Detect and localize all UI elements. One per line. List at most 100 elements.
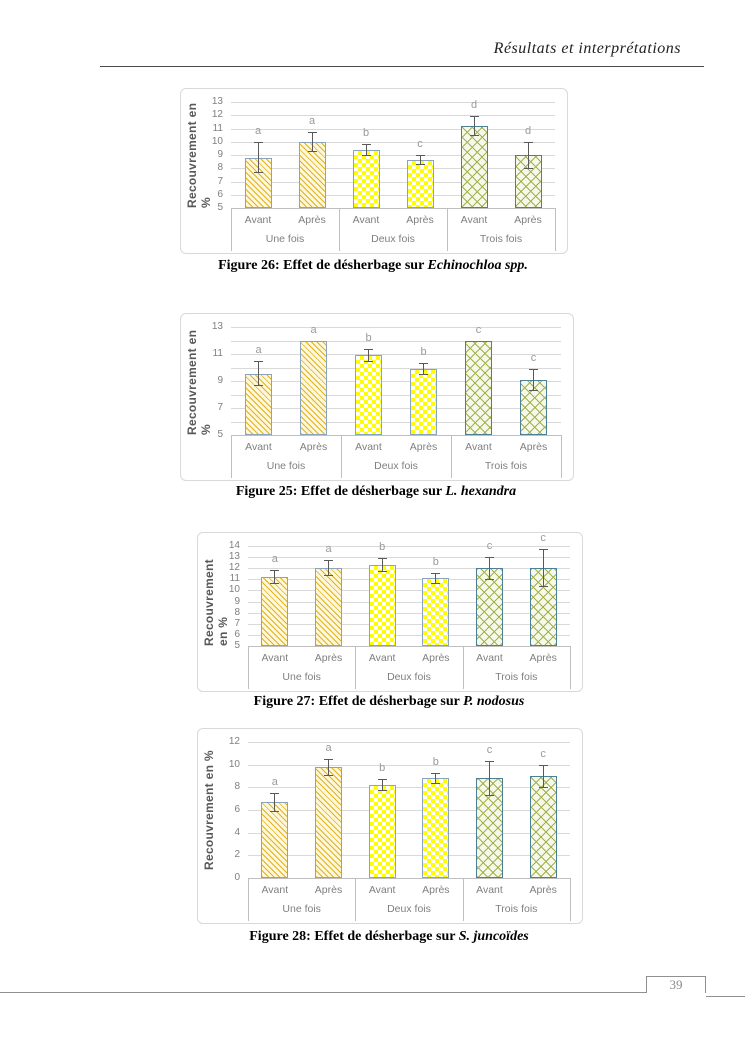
error-bar <box>473 115 475 136</box>
figure-27-caption-text: Figure 27: Effet de désherbage sur <box>253 694 464 709</box>
group-label-trois-fois: Trois fois <box>479 233 523 245</box>
error-bar-cap-bottom <box>254 385 263 387</box>
error-bar-cap-bottom <box>538 586 548 587</box>
error-bar-cap-bottom <box>324 774 333 776</box>
significance-letter: d <box>470 98 478 111</box>
significance-letter: a <box>308 115 316 128</box>
y-tick-label: 13 <box>211 96 223 107</box>
significance-letter: a <box>271 776 278 788</box>
figure-28-caption: Figure 28: Effet de désherbage sur S. ju… <box>197 929 581 945</box>
error-bar-cap-bottom <box>538 787 548 789</box>
y-tick-label: 11 <box>212 122 223 134</box>
y-tick-label: 5 <box>234 640 240 651</box>
page-number-tab: 39 <box>646 976 706 993</box>
x-axis-line <box>231 435 561 436</box>
category-label-apres: Après <box>422 652 450 664</box>
error-bar-cap-top <box>324 560 333 562</box>
bar-deux-fois-apres <box>406 159 434 208</box>
y-tick-label: 7 <box>217 175 223 187</box>
y-gridline <box>248 810 570 811</box>
y-gridline <box>231 394 561 396</box>
error-bar <box>489 761 490 796</box>
error-bar-cap-bottom <box>377 790 387 792</box>
figure-28-caption-species: S. juncoïdes <box>458 929 529 944</box>
bar-trois-fois-avant <box>476 568 503 646</box>
significance-letter: c <box>540 747 546 760</box>
bar-deux-fois-avant <box>352 149 380 208</box>
y-gridline <box>248 612 570 614</box>
error-bar <box>381 558 383 571</box>
error-bar-cap-bottom <box>324 575 333 577</box>
y-gridline <box>248 634 570 636</box>
error-bar <box>257 141 259 173</box>
y-tick-label: 6 <box>217 188 223 200</box>
bar-deux-fois-avant <box>368 785 396 878</box>
category-separator <box>555 208 556 251</box>
y-tick-label: 10 <box>228 758 240 770</box>
y-tick-label: 8 <box>234 781 240 793</box>
error-bar-cap-top <box>253 141 263 143</box>
error-bar-cap-top <box>307 132 317 134</box>
y-tick-label: 5 <box>217 429 223 440</box>
category-label-avant: Avant <box>244 214 272 226</box>
group-label-trois-fois: Trois fois <box>495 671 538 683</box>
group-label-deux-fois: Deux fois <box>387 671 431 683</box>
x-axis-line <box>248 878 570 879</box>
group-label-une-fois: Une fois <box>265 233 305 245</box>
significance-letter: c <box>486 540 493 553</box>
group-label-trois-fois: Trois fois <box>484 460 528 472</box>
category-separator <box>561 435 562 478</box>
group-label-deux-fois: Deux fois <box>387 903 431 915</box>
error-bar-cap-top <box>485 761 494 763</box>
bar-une-fois-apres <box>315 568 342 646</box>
y-tick-label: 9 <box>234 595 240 607</box>
bar-trois-fois-avant <box>465 340 492 435</box>
y-tick-label: 2 <box>234 849 240 861</box>
y-gridline <box>248 590 570 592</box>
category-separator <box>248 646 249 689</box>
y-tick-label: 6 <box>234 804 240 815</box>
error-bar-cap-top <box>377 779 387 781</box>
group-label-une-fois: Une fois <box>266 460 306 472</box>
y-gridline <box>231 155 555 156</box>
error-bar-cap-bottom <box>377 571 387 572</box>
error-bar-cap-top <box>324 759 333 760</box>
bar-deux-fois-avant <box>355 355 382 435</box>
category-label-apres: Après <box>314 652 343 664</box>
category-label-apres: Après <box>422 884 450 896</box>
significance-letter: b <box>362 127 370 140</box>
error-bar <box>365 144 367 155</box>
group-label-une-fois: Une fois <box>282 671 321 683</box>
y-tick-label: 7 <box>234 617 240 629</box>
error-bar-cap-top <box>523 141 533 143</box>
bar-une-fois-avant <box>261 802 289 878</box>
y-axis-title: Recouvrement en % <box>185 329 213 435</box>
figure-26-caption: Figure 26: Effet de désherbage sur Echin… <box>180 258 566 274</box>
y-gridline <box>248 568 570 570</box>
bar-deux-fois-avant <box>368 564 396 646</box>
significance-letter: c <box>417 138 423 150</box>
error-bar-cap-bottom <box>270 582 280 584</box>
error-bar-cap-bottom <box>253 172 263 174</box>
category-label-avant: Avant <box>352 214 380 226</box>
page-number: 39 <box>669 977 683 992</box>
error-bar <box>368 349 369 362</box>
error-bar <box>435 772 437 783</box>
error-bar-cap-bottom <box>529 389 538 391</box>
category-separator <box>447 208 448 251</box>
category-label-avant: Avant <box>355 441 382 453</box>
error-bar-cap-bottom <box>415 164 425 166</box>
bar-trois-fois-apres <box>529 776 557 878</box>
y-gridline <box>231 128 555 130</box>
y-gridline <box>231 102 555 103</box>
y-tick-label: 9 <box>217 375 223 386</box>
significance-letter: a <box>254 124 262 137</box>
significance-letter: c <box>540 532 546 545</box>
error-bar-cap-bottom <box>361 155 371 156</box>
category-label-apres: Après <box>409 441 438 453</box>
y-gridline <box>248 832 570 834</box>
bar-une-fois-apres <box>315 766 342 878</box>
error-bar <box>527 141 529 169</box>
y-gridline <box>231 381 561 382</box>
